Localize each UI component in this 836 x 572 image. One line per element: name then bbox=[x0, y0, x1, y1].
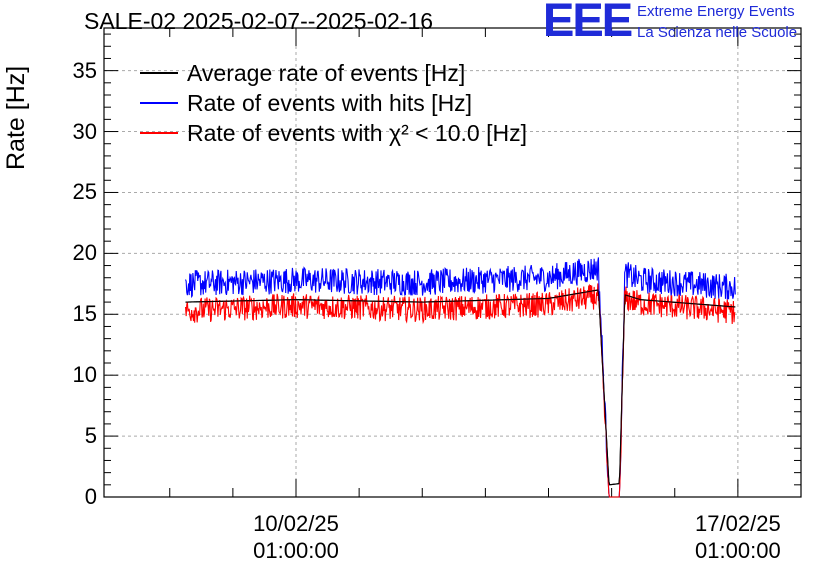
y-tick-label: 0 bbox=[84, 484, 97, 509]
series-average-line bbox=[185, 289, 736, 486]
y-axis-label: Rate [Hz] bbox=[2, 65, 30, 170]
series-hits-line bbox=[185, 257, 736, 498]
legend-swatch-chi2 bbox=[140, 132, 178, 134]
y-tick-label: 25 bbox=[72, 179, 97, 205]
legend-label-chi2: Rate of events with χ² < 10.0 [Hz] bbox=[187, 120, 527, 146]
logo-line-1: Extreme Energy Events bbox=[637, 3, 795, 20]
series-chi2-line bbox=[184, 283, 736, 498]
x-tick-date: 17/02/25 bbox=[695, 511, 781, 536]
y-tick-label: 30 bbox=[72, 118, 97, 144]
y-tick-label: 15 bbox=[72, 301, 97, 327]
y-tick-label: 35 bbox=[72, 57, 97, 83]
eee-logo-mark: EEE bbox=[543, 0, 633, 46]
legend-label-hits: Rate of events with hits [Hz] bbox=[187, 90, 473, 116]
x-tick-date: 10/02/25 bbox=[253, 511, 339, 536]
x-tick-label: 10/02/25 01:00:00 bbox=[231, 510, 361, 564]
logo-line-2: La Scienza nelle Scuole bbox=[637, 24, 798, 41]
legend-swatch-hits bbox=[140, 102, 178, 104]
legend-swatch-average bbox=[140, 72, 178, 74]
x-tick-time: 01:00:00 bbox=[695, 538, 781, 563]
chart-title: SALE-02 2025-02-07--2025-02-16 bbox=[84, 8, 434, 34]
eee-logo: EEE Extreme Energy Events La Scienza nel… bbox=[543, 0, 833, 44]
y-tick-label: 20 bbox=[72, 240, 97, 266]
y-tick-label: 5 bbox=[84, 423, 97, 449]
x-tick-label: 17/02/25 01:00:00 bbox=[673, 510, 803, 564]
y-tick-label: 10 bbox=[72, 362, 97, 388]
series-average-overlay bbox=[185, 289, 736, 486]
x-tick-time: 01:00:00 bbox=[253, 538, 339, 563]
plot-frame bbox=[103, 27, 802, 498]
legend-label-average: Average rate of events [Hz] bbox=[187, 60, 466, 86]
